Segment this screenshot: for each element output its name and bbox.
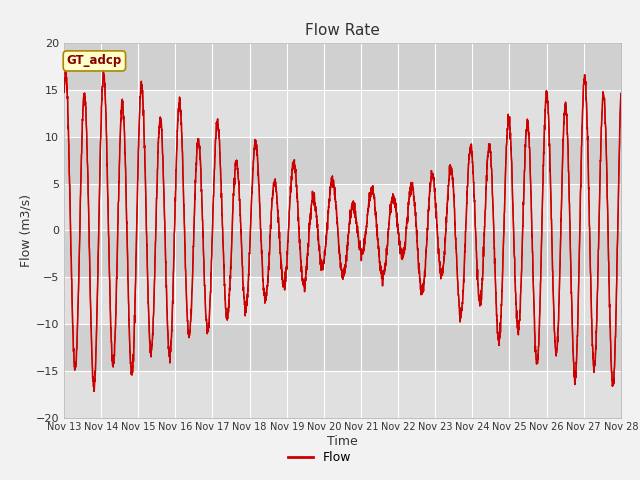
Bar — [64, 137, 621, 184]
Title: Flow Rate: Flow Rate — [305, 23, 380, 38]
Bar — [64, 371, 621, 418]
Bar — [64, 184, 621, 230]
Text: GT_adcp: GT_adcp — [67, 54, 122, 67]
Bar — [64, 324, 621, 371]
Legend: Flow: Flow — [284, 446, 356, 469]
Bar — [64, 230, 621, 277]
Bar — [64, 90, 621, 137]
Bar — [64, 43, 621, 90]
X-axis label: Time: Time — [327, 435, 358, 448]
Y-axis label: Flow (m3/s): Flow (m3/s) — [20, 194, 33, 267]
Bar — [64, 277, 621, 324]
